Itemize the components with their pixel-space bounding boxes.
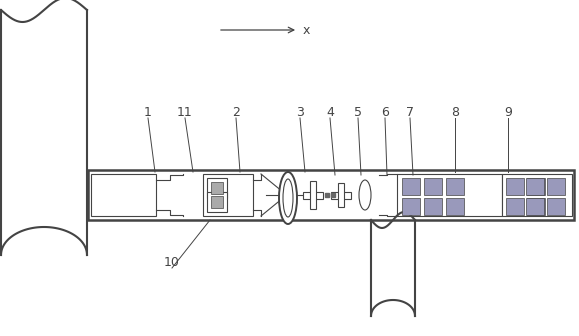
Bar [88,170,574,220]
Text: 7: 7 [406,106,414,119]
Text: 5: 5 [354,106,362,119]
Bar [203,174,253,216]
Bar [424,198,442,215]
Bar [506,198,524,215]
Text: 10: 10 [164,255,180,268]
Bar [91,174,156,216]
Bar [338,183,344,207]
Text: 2: 2 [232,106,240,119]
Bar [397,174,502,216]
Text: 11: 11 [177,106,193,119]
Bar [90,172,572,218]
Bar [303,192,323,199]
Bar [527,178,545,195]
Bar [502,174,572,216]
Bar [526,198,544,215]
Text: x: x [303,25,310,38]
Bar [331,192,351,199]
Text: 3: 3 [296,106,304,119]
Bar [211,196,223,208]
Bar [207,178,227,198]
Bar [424,178,442,195]
Ellipse shape [279,172,297,224]
Bar [207,192,227,212]
Bar [526,178,544,195]
Text: 8: 8 [451,106,459,119]
Bar [310,181,316,209]
Text: 9: 9 [504,106,512,119]
Bar [446,198,464,215]
Bar [547,198,565,215]
Bar [446,178,464,195]
Bar [506,178,524,195]
Text: 4: 4 [326,106,334,119]
Ellipse shape [283,179,293,217]
Ellipse shape [359,180,371,210]
Bar [402,198,420,215]
Bar [211,182,223,194]
Bar [402,178,420,195]
Bar [527,198,545,215]
Bar [547,178,565,195]
Text: 6: 6 [381,106,389,119]
Text: 1: 1 [144,106,152,119]
